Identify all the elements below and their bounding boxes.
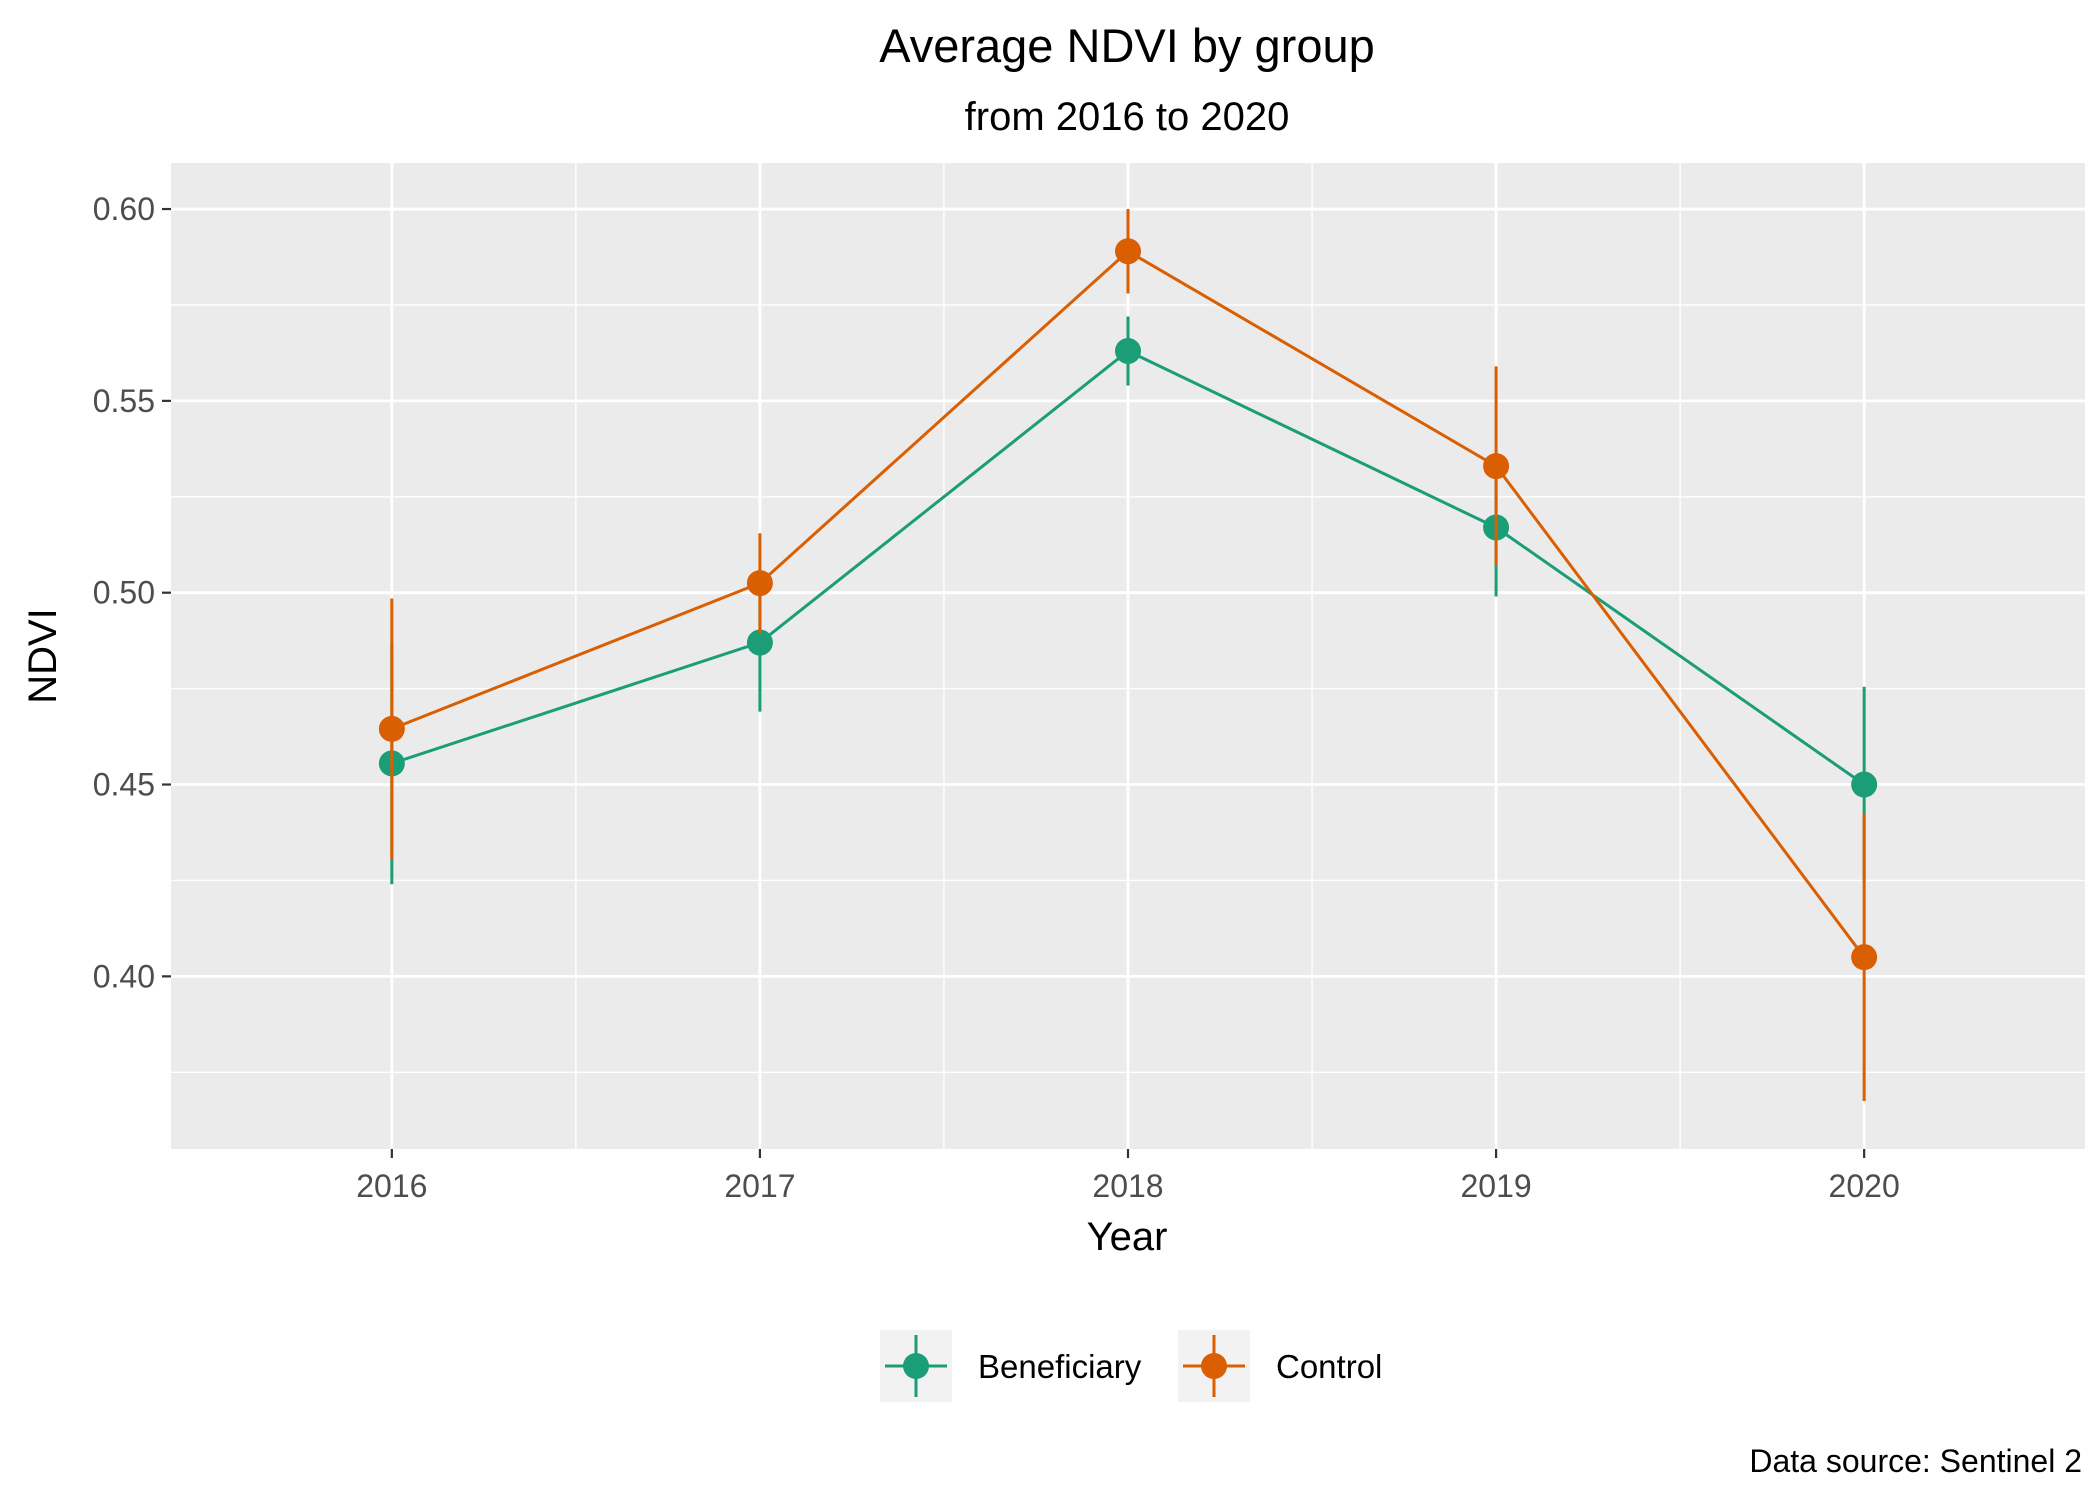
legend-point-beneficiary	[903, 1353, 929, 1379]
y-tick-label: 0.45	[93, 767, 155, 803]
series-layer	[378, 209, 1878, 1102]
data-point-control	[746, 570, 773, 597]
x-tick-label: 2019	[1460, 1168, 1531, 1204]
legend-point-control	[1201, 1353, 1227, 1379]
y-axis-title: NDVI	[21, 608, 65, 704]
legend-label-control: Control	[1276, 1348, 1382, 1385]
y-tick-label: 0.55	[93, 383, 155, 419]
chart-caption: Data source: Sentinel 2	[1749, 1443, 2082, 1479]
data-point-beneficiary	[746, 629, 773, 656]
y-tick-label: 0.40	[93, 958, 155, 994]
chart-subtitle: from 2016 to 2020	[965, 95, 1290, 139]
legend-item-beneficiary: Beneficiary	[880, 1330, 1142, 1402]
x-tick-label: 2020	[1829, 1168, 1900, 1204]
data-point-beneficiary	[1851, 771, 1878, 798]
legend-label-beneficiary: Beneficiary	[978, 1348, 1142, 1385]
series-control	[378, 209, 1878, 1102]
y-tick-label: 0.60	[93, 191, 155, 227]
chart-title: Average NDVI by group	[879, 19, 1375, 72]
x-tick-label: 2016	[356, 1168, 427, 1204]
data-point-control	[378, 715, 405, 742]
data-point-control	[1115, 238, 1141, 265]
x-axis: 2016 2017 2018 2019 2020	[356, 1149, 1900, 1204]
data-point-beneficiary	[1115, 337, 1141, 364]
data-point-control	[1851, 944, 1878, 971]
data-point-control	[1483, 453, 1510, 480]
x-tick-label: 2018	[1092, 1168, 1163, 1204]
legend-item-control: Control	[1178, 1330, 1382, 1402]
x-axis-title: Year	[1087, 1215, 1168, 1259]
x-tick-label: 2017	[724, 1168, 795, 1204]
y-axis: 0.40 0.45 0.50 0.55 0.60	[93, 191, 171, 994]
legend: Beneficiary Control	[880, 1330, 1382, 1402]
y-tick-label: 0.50	[93, 575, 155, 611]
